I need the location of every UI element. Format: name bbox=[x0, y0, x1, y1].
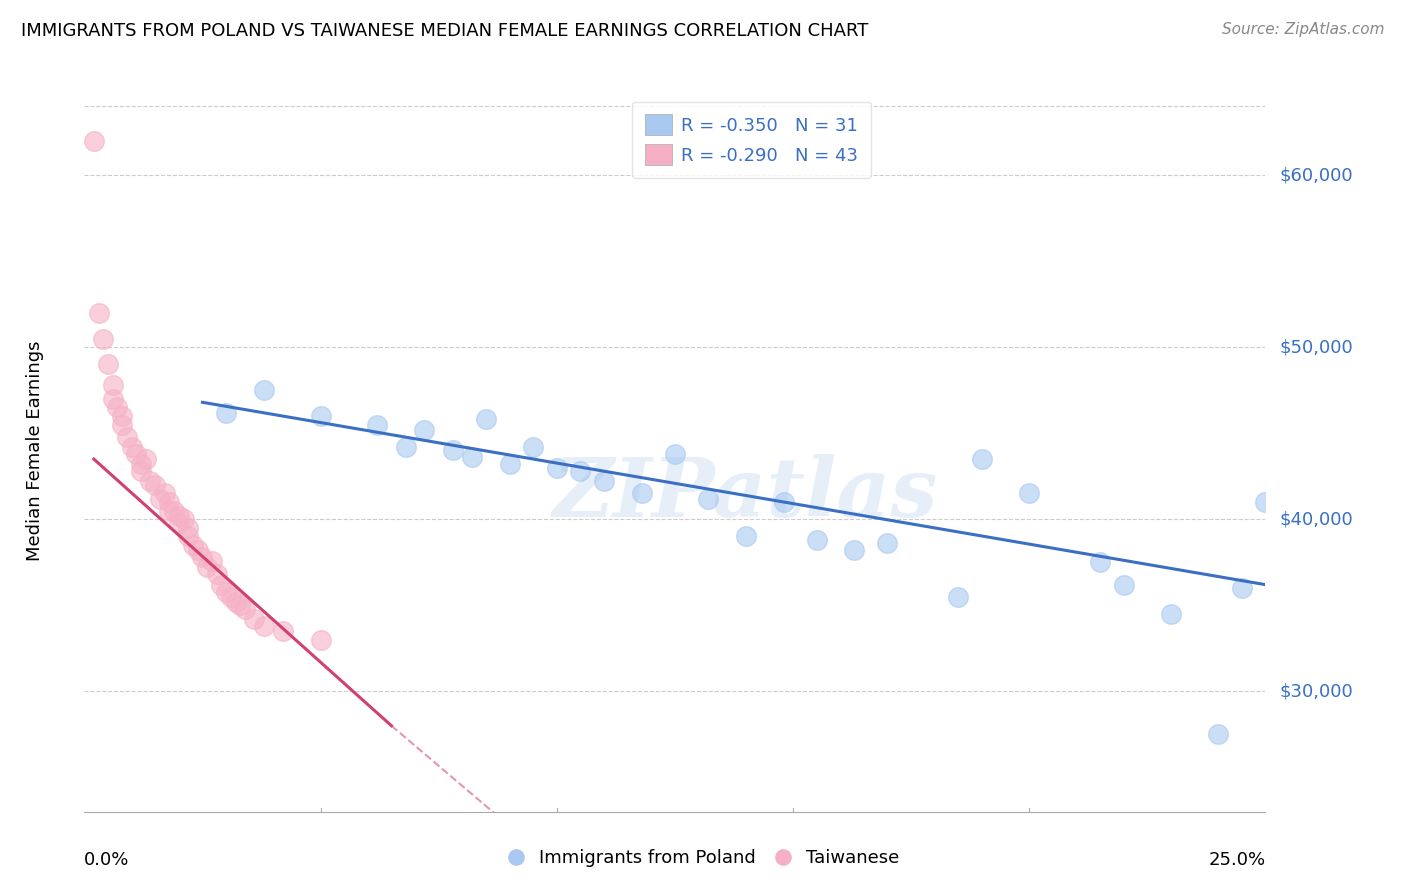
Point bbox=[83, 134, 105, 148]
Point bbox=[201, 553, 224, 567]
Point bbox=[181, 538, 204, 552]
Text: Source: ZipAtlas.com: Source: ZipAtlas.com bbox=[1222, 22, 1385, 37]
Point bbox=[806, 533, 828, 547]
Point bbox=[630, 486, 652, 500]
Point bbox=[195, 560, 218, 574]
Point bbox=[177, 521, 200, 535]
Point bbox=[461, 450, 484, 465]
Point bbox=[129, 464, 152, 478]
Point bbox=[593, 475, 616, 489]
Legend: Immigrants from Poland, Taiwanese: Immigrants from Poland, Taiwanese bbox=[499, 842, 907, 874]
Point bbox=[970, 452, 993, 467]
Point bbox=[111, 417, 134, 432]
Point bbox=[1088, 555, 1111, 569]
Legend: R = -0.350   N = 31, R = -0.290   N = 43: R = -0.350 N = 31, R = -0.290 N = 43 bbox=[633, 102, 870, 178]
Point bbox=[101, 392, 124, 406]
Point bbox=[157, 495, 180, 509]
Point bbox=[475, 412, 498, 426]
Text: 25.0%: 25.0% bbox=[1208, 852, 1265, 870]
Point bbox=[187, 543, 209, 558]
Point bbox=[1112, 577, 1135, 591]
Point bbox=[153, 486, 176, 500]
Point bbox=[205, 567, 228, 582]
Point bbox=[101, 378, 124, 392]
Point bbox=[734, 529, 756, 543]
Point bbox=[233, 601, 256, 615]
Point bbox=[225, 595, 247, 609]
Point bbox=[229, 599, 252, 613]
Point bbox=[157, 503, 180, 517]
Text: $50,000: $50,000 bbox=[1279, 338, 1353, 356]
Point bbox=[167, 516, 190, 530]
Point bbox=[243, 612, 266, 626]
Point bbox=[191, 550, 214, 565]
Point bbox=[111, 409, 134, 423]
Point bbox=[844, 543, 866, 558]
Point bbox=[522, 440, 544, 454]
Point bbox=[129, 457, 152, 471]
Point bbox=[498, 457, 520, 471]
Point bbox=[441, 443, 464, 458]
Point bbox=[271, 624, 294, 639]
Point bbox=[1160, 607, 1182, 621]
Text: $60,000: $60,000 bbox=[1279, 166, 1353, 185]
Text: IMMIGRANTS FROM POLAND VS TAIWANESE MEDIAN FEMALE EARNINGS CORRELATION CHART: IMMIGRANTS FROM POLAND VS TAIWANESE MEDI… bbox=[21, 22, 869, 40]
Point bbox=[97, 358, 120, 372]
Point bbox=[253, 619, 276, 633]
Point bbox=[149, 491, 172, 506]
Point bbox=[173, 512, 195, 526]
Point bbox=[215, 406, 238, 420]
Point bbox=[215, 584, 238, 599]
Point bbox=[177, 529, 200, 543]
Point bbox=[697, 491, 720, 506]
Point bbox=[546, 460, 568, 475]
Point bbox=[91, 332, 114, 346]
Point bbox=[87, 306, 110, 320]
Text: $30,000: $30,000 bbox=[1279, 682, 1353, 700]
Point bbox=[219, 590, 242, 604]
Point bbox=[121, 440, 143, 454]
Point bbox=[253, 384, 276, 398]
Text: $40,000: $40,000 bbox=[1279, 510, 1353, 528]
Point bbox=[107, 401, 129, 415]
Point bbox=[394, 440, 416, 454]
Text: 0.0%: 0.0% bbox=[84, 852, 129, 870]
Point bbox=[1206, 727, 1229, 741]
Point bbox=[163, 503, 186, 517]
Point bbox=[139, 475, 162, 489]
Point bbox=[309, 409, 332, 423]
Point bbox=[1254, 495, 1277, 509]
Point bbox=[772, 495, 794, 509]
Point bbox=[209, 577, 232, 591]
Text: ZIPatlas: ZIPatlas bbox=[553, 454, 938, 533]
Point bbox=[1018, 486, 1040, 500]
Point bbox=[135, 452, 157, 467]
Point bbox=[115, 430, 138, 444]
Point bbox=[664, 447, 686, 461]
Text: Median Female Earnings: Median Female Earnings bbox=[25, 340, 44, 561]
Point bbox=[167, 508, 190, 523]
Point bbox=[125, 447, 148, 461]
Point bbox=[309, 632, 332, 647]
Point bbox=[1230, 581, 1253, 595]
Point bbox=[948, 590, 970, 604]
Point bbox=[143, 478, 166, 492]
Point bbox=[366, 417, 388, 432]
Point bbox=[569, 464, 592, 478]
Point bbox=[876, 536, 898, 550]
Point bbox=[413, 423, 436, 437]
